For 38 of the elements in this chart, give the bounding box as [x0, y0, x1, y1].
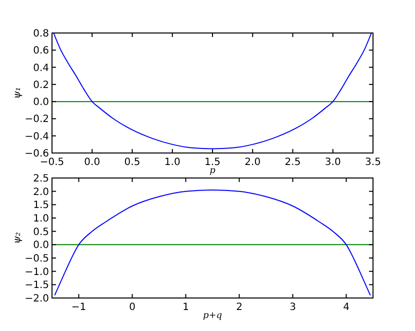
- y-tick-label: −0.6: [24, 148, 49, 160]
- y-tick-label: 0.8: [33, 28, 49, 40]
- line-series: [53, 33, 372, 150]
- x-tick-label: 3.0: [324, 157, 341, 168]
- y-tick-label: 0.5: [33, 226, 49, 238]
- x-tick-label: 2.0: [244, 157, 261, 168]
- y-tick-label: 1.0: [33, 214, 49, 224]
- y-tick-label: 0.0: [33, 97, 49, 108]
- x-axis-title: p: [210, 166, 216, 176]
- x-tick-label: 0: [129, 302, 136, 313]
- y-tick-label: −1.5: [24, 280, 49, 292]
- x-axis-title: p+q: [202, 311, 222, 321]
- y-axis-title: ψ₁: [12, 87, 23, 99]
- y-tick-label: −0.4: [24, 131, 49, 142]
- x-tick-label: 4: [343, 302, 350, 313]
- y-tick-label: −1.0: [24, 266, 49, 278]
- y-tick-label: −0.5: [24, 254, 49, 264]
- x-tick-label: 3.5: [365, 157, 381, 168]
- line-series: [54, 190, 371, 296]
- x-tick-label: 1.0: [164, 157, 180, 168]
- x-tick-label: 0.0: [84, 157, 100, 168]
- x-tick-label: 3: [290, 302, 296, 313]
- y-tick-label: −2.0: [24, 294, 49, 304]
- y-tick-label: 0.6: [33, 46, 49, 57]
- y-axis-title: ψ₂: [12, 232, 23, 244]
- x-tick-label: 2.5: [284, 157, 301, 168]
- y-tick-label: 1.5: [33, 200, 49, 212]
- x-tick-label: −1: [71, 302, 86, 313]
- x-tick-label: 0.5: [124, 157, 140, 168]
- y-tick-label: 0.0: [33, 240, 49, 252]
- y-tick-label: 0.4: [33, 62, 49, 74]
- x-tick-label: 2: [236, 302, 242, 313]
- y-tick-label: 2.0: [33, 186, 49, 198]
- x-tick-label: 1: [182, 302, 189, 313]
- x-tick-label: 1.5: [204, 157, 220, 168]
- y-tick-label: 0.2: [33, 80, 49, 91]
- y-tick-label: −0.2: [24, 114, 49, 126]
- y-tick-label: 2.5: [33, 174, 49, 184]
